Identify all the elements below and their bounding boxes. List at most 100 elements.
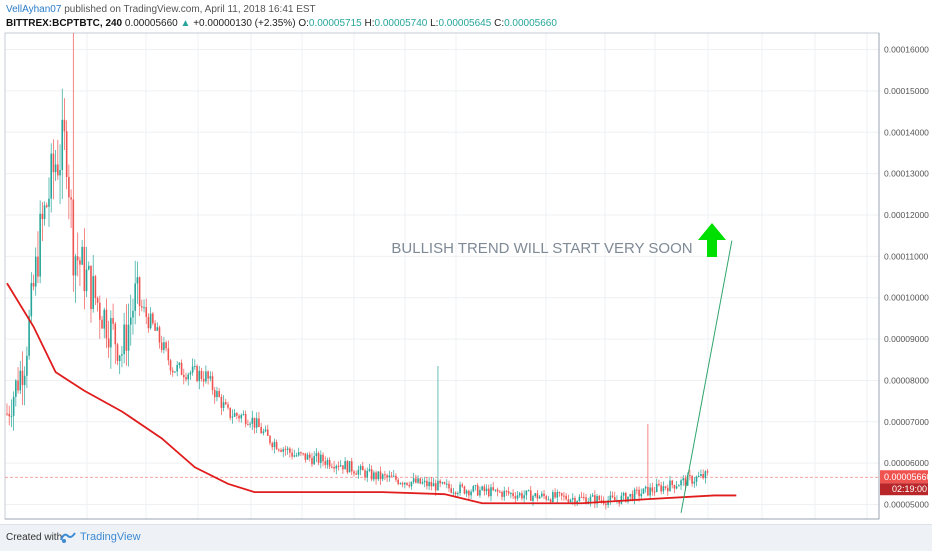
- price-tick-label: 0.00005000: [884, 500, 929, 510]
- candle-body: [251, 417, 254, 424]
- price-tick-label: 0.00008000: [884, 375, 929, 385]
- plot-frame: [4, 32, 880, 520]
- candle-body: [76, 256, 79, 261]
- candle-body: [660, 485, 662, 492]
- candle-body: [284, 449, 287, 451]
- candle-body: [152, 313, 154, 324]
- candle-body: [461, 484, 464, 487]
- candle-body: [275, 442, 278, 450]
- symbol-label[interactable]: BITTREX:BCPTBTC, 240: [6, 18, 123, 29]
- candle-body: [483, 486, 486, 492]
- candle-body: [399, 483, 402, 485]
- candle-body: [233, 413, 236, 417]
- candle-body: [74, 256, 77, 276]
- candle-body: [629, 493, 632, 497]
- author-link[interactable]: VellAyhan07: [6, 4, 62, 15]
- candle-body: [532, 496, 534, 501]
- candle-body: [255, 418, 258, 428]
- candle-body: [96, 298, 99, 303]
- candle-body: [6, 413, 8, 415]
- bullish-arrow-icon[interactable]: [698, 223, 726, 257]
- candle-body: [28, 316, 30, 356]
- candle-body: [439, 480, 441, 484]
- candle-body: [558, 492, 561, 494]
- candle-body: [132, 310, 134, 318]
- candle-body: [547, 499, 550, 501]
- candle-body: [258, 418, 260, 428]
- candle-body: [682, 478, 685, 481]
- candle-body: [136, 277, 139, 284]
- candle-body: [521, 493, 523, 499]
- candle-body: [381, 474, 384, 480]
- candle-body: [313, 456, 315, 465]
- candle-body: [375, 472, 377, 480]
- candle-body: [45, 205, 48, 207]
- candle-body: [50, 153, 52, 199]
- candle-body: [110, 318, 112, 348]
- candle-body: [706, 471, 709, 473]
- candle-body: [669, 480, 671, 492]
- candle-body: [448, 483, 450, 489]
- candle-body: [65, 131, 68, 178]
- high-value: 0.00005740: [374, 18, 428, 29]
- candle-body: [392, 475, 395, 477]
- candle-body: [247, 424, 249, 426]
- candle-body: [194, 366, 196, 368]
- candle-body: [384, 474, 386, 476]
- time-tick-label: 19: [349, 523, 359, 524]
- candlestick-series: [6, 33, 709, 510]
- candle-body: [499, 491, 501, 493]
- candle-body: [293, 455, 296, 457]
- candle-body: [231, 416, 234, 418]
- candle-body: [196, 366, 198, 382]
- candle-body: [434, 483, 437, 491]
- candle-body: [503, 490, 506, 497]
- projection-trendline[interactable]: [680, 240, 733, 513]
- candle-body: [419, 478, 422, 484]
- candle-body: [605, 503, 607, 506]
- candle-body: [169, 360, 172, 371]
- time-tick-label: 5: [602, 523, 607, 524]
- candle-body: [534, 493, 536, 497]
- change-arrow-icon: ▲: [180, 18, 191, 29]
- candle-body: [12, 396, 15, 416]
- candle-body: [487, 488, 490, 497]
- candle-body: [229, 407, 232, 418]
- candle-body: [518, 493, 521, 496]
- created-with-text: Created with: [6, 532, 63, 543]
- candle-body: [213, 390, 216, 398]
- candle-body: [125, 324, 128, 351]
- candle-body: [302, 453, 304, 455]
- price-tick-label: 0.00015000: [884, 86, 929, 96]
- candle-body: [560, 492, 563, 496]
- time-tick-label: 5: [143, 523, 148, 524]
- price-chart[interactable]: BULLISH TREND WILL START VERY SOON 0.000…: [0, 0, 932, 524]
- candle-body: [578, 496, 581, 502]
- time-tick-label: 12:00: [644, 523, 667, 524]
- candle-body: [505, 490, 508, 492]
- candle-body: [163, 342, 165, 350]
- candle-body: [72, 199, 75, 276]
- candle-body: [501, 491, 503, 497]
- candle-body: [512, 493, 514, 497]
- candle-body: [450, 488, 453, 493]
- candle-body: [198, 370, 201, 382]
- candle-body: [397, 479, 399, 484]
- candle-body: [611, 495, 614, 498]
- candle-body: [465, 490, 468, 494]
- candle-body: [149, 313, 152, 329]
- candle-body: [583, 497, 585, 499]
- candle-body: [333, 467, 335, 469]
- candle-body: [415, 478, 417, 483]
- candle-body: [68, 177, 70, 198]
- candle-body: [594, 495, 596, 504]
- candle-body: [52, 153, 55, 173]
- price-change: +0.00000130 (+2.35%): [193, 18, 296, 29]
- candle-body: [138, 277, 141, 307]
- tradingview-brand-link[interactable]: TradingView: [80, 531, 141, 543]
- candle-body: [160, 342, 163, 350]
- candle-body: [344, 461, 346, 470]
- annotation-text[interactable]: BULLISH TREND WILL START VERY SOON: [391, 240, 692, 257]
- candle-body: [103, 309, 106, 329]
- candle-body: [112, 318, 114, 324]
